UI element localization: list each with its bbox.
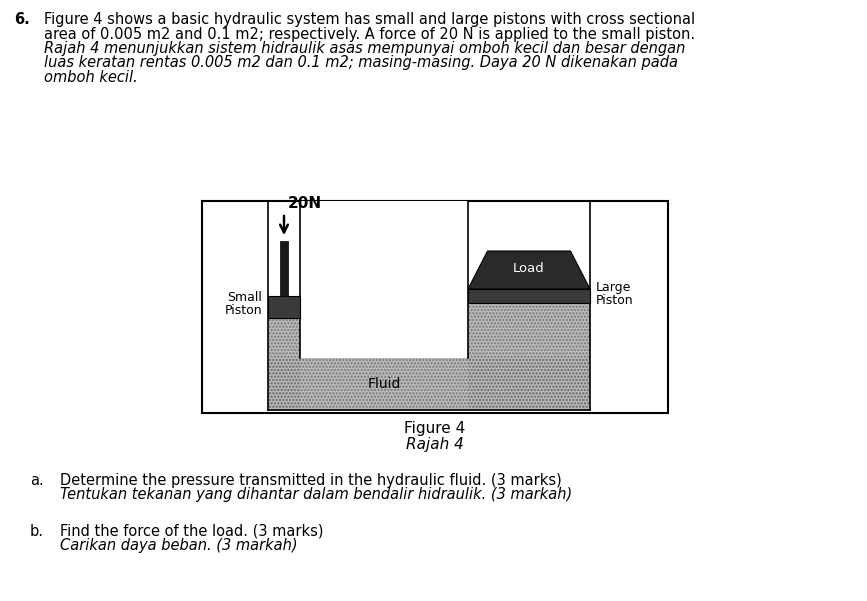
Bar (300, 201, 468, 358)
Text: Tentukan tekanan yang dihantar dalam bendalir hidraulik. (3 markah): Tentukan tekanan yang dihantar dalam ben… (60, 487, 572, 502)
Text: area of 0.005 m2 and 0.1 m2; respectively. A force of 20 N is applied to the sma: area of 0.005 m2 and 0.1 m2; respectivel… (44, 26, 695, 41)
Text: Large: Large (596, 281, 631, 294)
Bar (280, 241, 288, 296)
Bar (468, 289, 590, 303)
Text: Piston: Piston (225, 304, 262, 317)
Text: Fluid: Fluid (368, 377, 401, 391)
Text: 20N: 20N (288, 196, 323, 211)
Text: Determine the pressure transmitted in the hydraulic fluid. (3 marks): Determine the pressure transmitted in th… (60, 473, 562, 488)
Text: Rajah 4 menunjukkan sistem hidraulik asas mempunyai omboh kecil dan besar dengan: Rajah 4 menunjukkan sistem hidraulik asa… (44, 41, 686, 56)
Text: 6.: 6. (14, 12, 29, 27)
Text: b.: b. (30, 523, 44, 538)
Bar (202, 201, 668, 413)
Text: Carikan daya beban. (3 markah): Carikan daya beban. (3 markah) (60, 538, 297, 554)
Polygon shape (468, 251, 590, 289)
Bar (268, 296, 300, 318)
Text: Figure 4: Figure 4 (404, 421, 466, 436)
Bar (268, 358, 590, 410)
Text: Rajah 4: Rajah 4 (406, 437, 464, 452)
Text: Small: Small (227, 291, 262, 304)
Text: luas keratan rentas 0.005 m2 dan 0.1 m2; masing-masing. Daya 20 N dikenakan pada: luas keratan rentas 0.005 m2 dan 0.1 m2;… (44, 55, 678, 70)
Text: Find the force of the load. (3 marks): Find the force of the load. (3 marks) (60, 523, 323, 538)
Bar (268, 318, 300, 410)
Bar (268, 358, 590, 410)
Text: a.: a. (30, 473, 43, 488)
Text: Figure 4 shows a basic hydraulic system has small and large pistons with cross s: Figure 4 shows a basic hydraulic system … (44, 12, 695, 27)
Text: Load: Load (513, 261, 544, 275)
Text: omboh kecil.: omboh kecil. (44, 70, 138, 85)
Bar (468, 303, 590, 410)
Bar (468, 303, 590, 410)
Bar (268, 318, 300, 410)
Text: Piston: Piston (596, 294, 634, 307)
